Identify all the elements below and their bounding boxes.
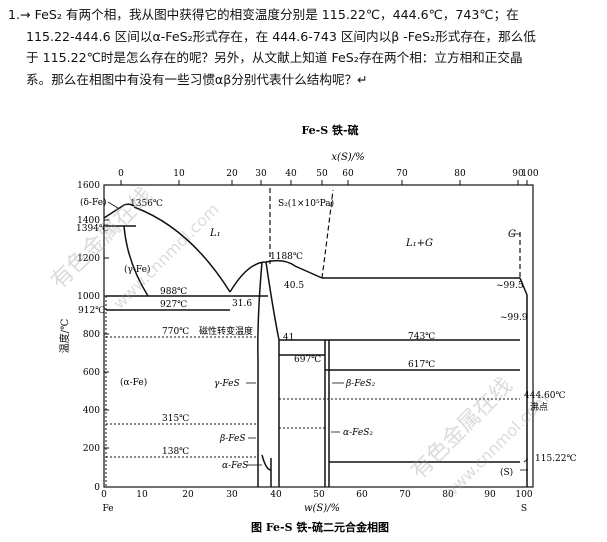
question-line-1: 1.→ FeS₂ 有两个相，我从图中获得它的相变温度分别是 115.22℃，44… [8, 7, 519, 22]
phase-labels: (δ-Fe) 1356℃ 1394℃ (γ-Fe) L₁ S₂(1×10⁵Pa)… [76, 197, 577, 478]
bottom-tick: 50 [313, 490, 325, 500]
y-tick: 1600 [77, 181, 100, 191]
y-axis-label: 温度/℃ [58, 319, 71, 354]
y-tick: 1000 [77, 292, 100, 302]
question-text: 1.→ FeS₂ 有两个相，我从图中获得它的相变温度分别是 115.22℃，44… [8, 4, 600, 90]
label-gamma-fe: (γ-Fe) [124, 264, 151, 275]
label-138: 138℃ [162, 447, 189, 457]
label-912: 912℃ [78, 306, 105, 316]
label-1394: 1394℃ [76, 224, 109, 234]
fe-s-phase-diagram: Fe-S 铁-硫 x(S)/% 0 10 20 30 40 50 60 70 8… [47, 123, 577, 534]
label-alpha-fe: (α-Fe) [120, 377, 147, 388]
top-tick: 90 [512, 169, 524, 179]
question-line-2: 115.22-444.6 区间以α-FeS₂形式存在，在 444.6-743 区… [26, 28, 536, 44]
top-tick: 50 [316, 169, 328, 179]
y-tick: 0 [94, 483, 100, 493]
top-axis-ticks: 0 10 20 30 40 50 60 70 80 90 100 [118, 169, 539, 185]
y-tick: 1400 [77, 216, 100, 226]
fe-end-label: Fe [102, 504, 113, 514]
label-31-6: 31.6 [232, 299, 252, 309]
y-tick: 1200 [77, 254, 100, 264]
question-line-4: 系。那么在相图中有没有一些习惯αβ分别代表什么结构呢？↵ [26, 71, 368, 87]
bottom-tick: 0 [101, 490, 107, 500]
top-tick: 100 [521, 169, 538, 179]
label-1188: 1188℃ [270, 252, 303, 262]
label-gamma-fes: γ-FeS [214, 379, 240, 389]
bottom-tick: 10 [136, 490, 148, 500]
phase-diagram-figure: Fe-S 铁-硫 x(S)/% 0 10 20 30 40 50 60 70 8… [40, 121, 600, 538]
bottom-tick: 20 [182, 490, 194, 500]
label-delta-fe: (δ-Fe) [80, 197, 107, 208]
beta-alpha-fes [261, 454, 272, 471]
top-tick: 60 [342, 169, 354, 179]
label-988: 988℃ [160, 287, 187, 297]
figure-title: Fe-S 铁-硫 [301, 123, 358, 137]
label-617: 617℃ [408, 360, 435, 370]
label-99-9: ~99.9 [500, 313, 528, 323]
dashed-boundaries [269, 188, 521, 279]
label-alpha-fes: α-FeS [222, 461, 248, 471]
label-770: 770℃ [162, 327, 189, 337]
label-315: 315℃ [162, 414, 189, 424]
sulfur-boundary [519, 277, 528, 487]
label-beta-fes2: β-FeS₂ [345, 379, 375, 389]
y-tick: 400 [83, 406, 100, 416]
fes-right-boundary [265, 261, 280, 487]
label-pointers [107, 201, 529, 471]
label-s-phase: (S) [500, 467, 513, 478]
top-tick: 70 [396, 169, 408, 179]
label-alpha-fes2: α-FeS₂ [343, 428, 373, 438]
label-115: 115.22℃ [535, 454, 577, 464]
watermark: 有色金属在线 www.cnnmol.com 有色金属在线 www.cnnmol.… [47, 183, 553, 503]
gamma-solvus [123, 225, 149, 297]
top-tick: 10 [173, 169, 185, 179]
bottom-tick: 70 [399, 490, 411, 500]
figure-caption: 图 Fe-S 铁-硫二元合金相图 [251, 520, 389, 534]
y-tick: 800 [83, 330, 100, 340]
label-743: 743℃ [408, 332, 435, 342]
label-l1-g: L₁+G [405, 238, 433, 249]
bottom-tick: 60 [356, 490, 368, 500]
label-444: 444.60℃ [524, 391, 566, 401]
label-927: 927℃ [160, 300, 187, 310]
top-tick: 0 [118, 169, 124, 179]
label-l1: L₁ [209, 228, 221, 239]
bottom-tick: 40 [270, 490, 282, 500]
top-axis-label: x(S)/% [331, 152, 364, 163]
plot-frame [103, 184, 534, 488]
bottom-tick: 30 [226, 490, 238, 500]
label-697: 697℃ [294, 355, 321, 365]
liquidus-right [229, 259, 323, 293]
label-g: G [508, 229, 516, 240]
label-s2: S₂(1×10⁵Pa) [278, 198, 334, 209]
label-1356: 1356℃ [130, 199, 163, 209]
label-boiling: 沸点 [530, 401, 548, 413]
liquidus-left [133, 206, 231, 293]
delta-liquidus [103, 203, 135, 219]
s-end-label: S [521, 504, 527, 514]
dotted-lines [104, 296, 520, 487]
top-tick: 40 [285, 169, 297, 179]
label-41: 41 [283, 333, 294, 343]
label-beta-fes: β-FeS [219, 434, 246, 444]
question-line-3: 于 115.22℃时是怎么存在的呢？另外，从文献上知道 FeS₂存在两个相：立方… [26, 50, 523, 65]
phase-boundaries [103, 203, 528, 487]
bottom-tick: 90 [484, 490, 496, 500]
top-tick: 30 [255, 169, 267, 179]
y-tick: 600 [83, 368, 100, 378]
y-axis-ticks: 1600 1400 1200 1000 800 600 400 200 0 [77, 181, 109, 493]
label-magnetic: 磁性转变温度 [199, 325, 253, 337]
bottom-axis-ticks: 0 10 20 30 40 50 60 70 80 90 100 [101, 490, 533, 500]
fes-left-boundary [257, 261, 263, 487]
bottom-tick: 100 [515, 490, 532, 500]
y-tick: 200 [83, 444, 100, 454]
label-99-5: ~99.5 [496, 281, 524, 291]
top-tick: 20 [226, 169, 238, 179]
gas-boundary [321, 189, 334, 279]
label-40-5: 40.5 [284, 281, 304, 291]
top-tick: 80 [454, 169, 466, 179]
bottom-tick: 80 [442, 490, 454, 500]
bottom-axis-label: w(S)/% [304, 503, 340, 514]
